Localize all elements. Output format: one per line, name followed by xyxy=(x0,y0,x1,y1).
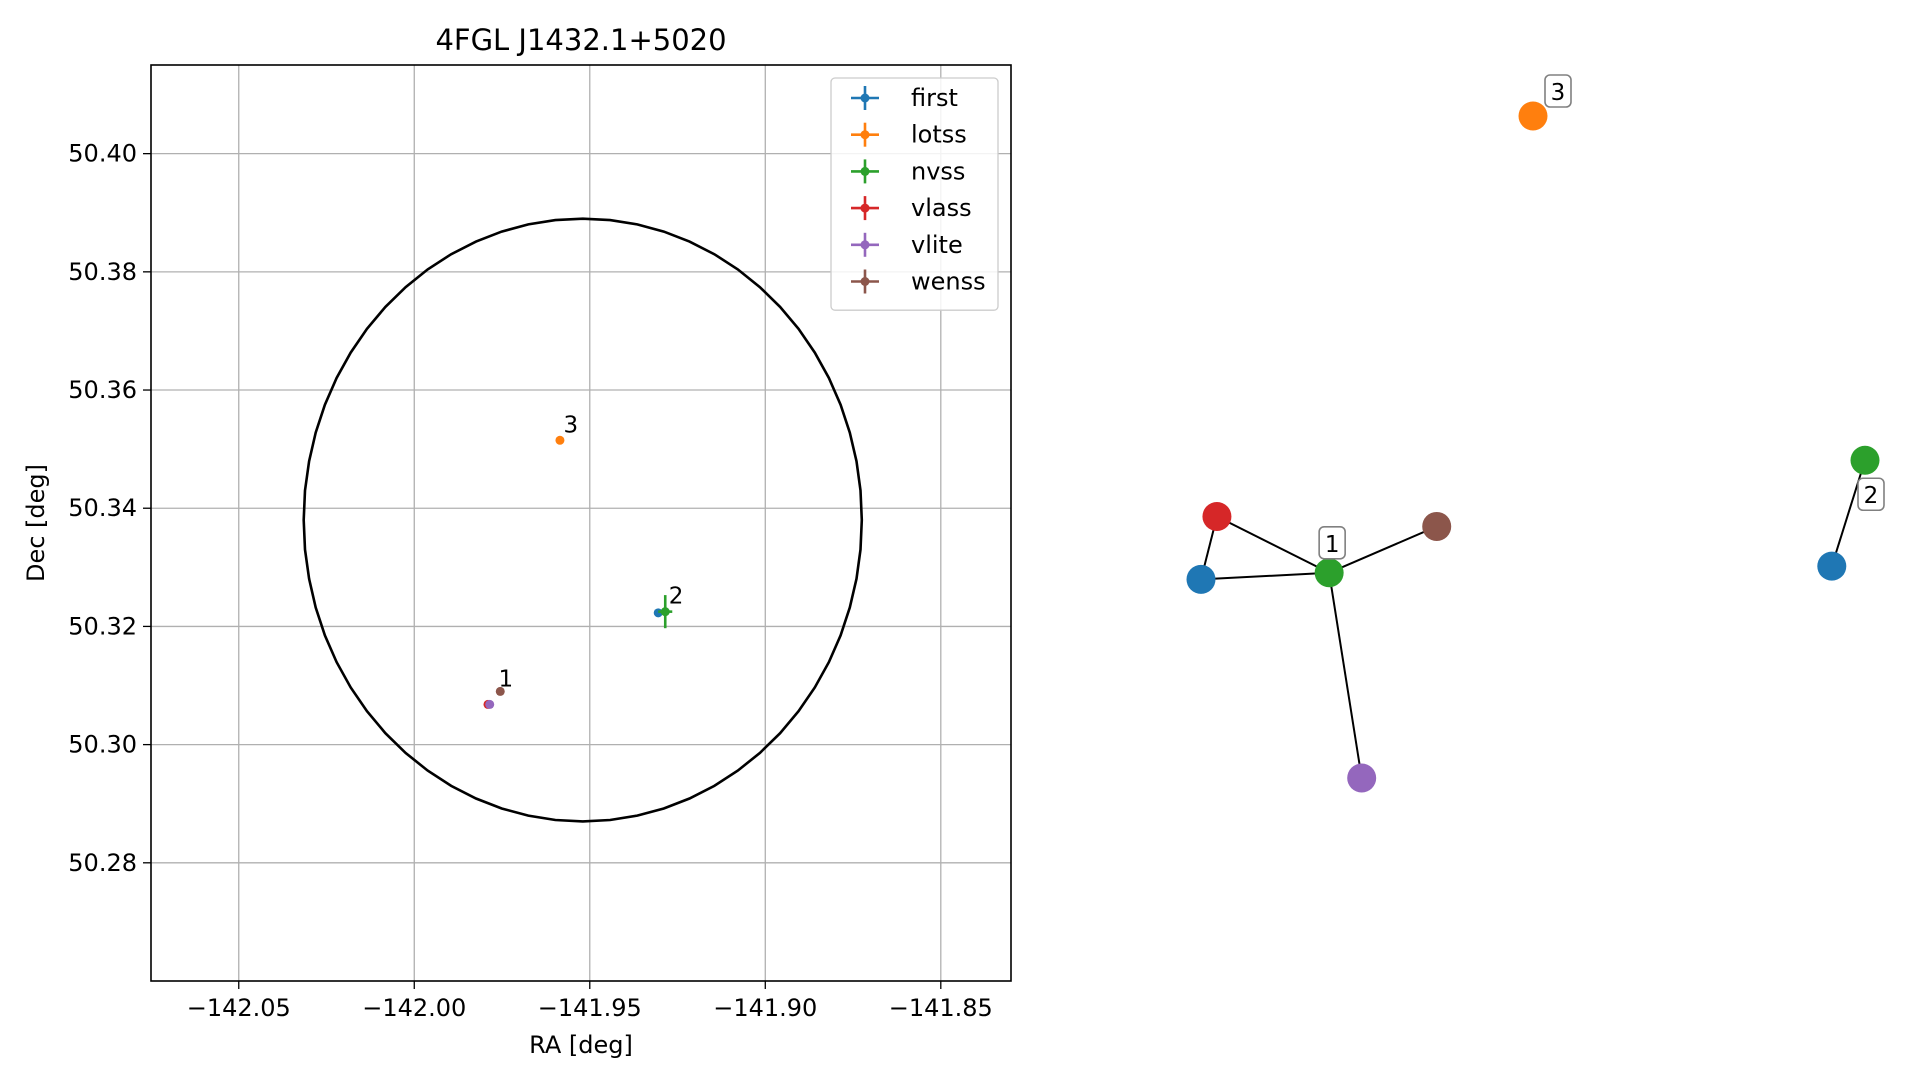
chart-title: 4FGL J1432.1+5020 xyxy=(435,23,726,57)
graph-node xyxy=(1314,558,1344,588)
sky-position-chart: −142.05 −142.00 −141.95 −141.90 −141.85 50.2… xyxy=(22,23,1012,1059)
nvss-point xyxy=(660,607,670,617)
y-tick-label: 50.30 xyxy=(68,731,137,759)
legend-entry-lotss: lotss xyxy=(911,121,967,149)
graph-edge xyxy=(1200,571,1330,581)
legend-entry-vlass: vlass xyxy=(911,194,972,222)
y-tick-label: 50.34 xyxy=(68,494,137,522)
legend-box xyxy=(830,77,999,311)
y-axis-label: Dec [deg] xyxy=(22,464,50,582)
x-axis-label: RA [deg] xyxy=(529,1031,633,1059)
graph-node xyxy=(1202,502,1232,532)
x-tick-label: −141.95 xyxy=(538,994,642,1022)
graph-node xyxy=(1518,101,1548,131)
legend-marker-dot xyxy=(860,240,870,250)
annotation-label: 1 xyxy=(499,666,514,692)
error-ellipse xyxy=(302,217,864,823)
graph-node xyxy=(1817,551,1847,581)
annotation-label: 2 xyxy=(669,584,684,610)
graph-node xyxy=(1422,511,1452,541)
data-points xyxy=(483,435,673,709)
graph-edge xyxy=(1328,525,1438,574)
y-tick-label: 50.40 xyxy=(68,140,137,168)
graph-edge xyxy=(1830,459,1866,567)
y-tick-label: 50.36 xyxy=(68,376,137,404)
graph-label-box xyxy=(1857,477,1885,512)
y-tick-label: 50.28 xyxy=(68,849,137,877)
legend-marker-dot xyxy=(860,93,870,103)
graph-edges xyxy=(1200,459,1866,779)
graph-label: 3 xyxy=(1551,80,1566,106)
y-tick-label: 50.38 xyxy=(68,258,137,286)
x-axis-ticks: −142.05 −142.00 −141.95 −141.90 −141.85 xyxy=(187,981,993,1022)
x-tick-label: −141.85 xyxy=(889,994,993,1022)
y-tick-label: 50.32 xyxy=(68,612,137,640)
legend-entry-first: first xyxy=(911,84,958,112)
graph-edge xyxy=(1216,515,1330,574)
y-axis-ticks: 50.28 50.30 50.32 50.34 50.36 50.38 50.40 xyxy=(68,140,151,877)
graph-node xyxy=(1347,763,1377,793)
graph-label: 2 xyxy=(1864,483,1879,509)
graph-label: 1 xyxy=(1325,532,1340,558)
graph-node xyxy=(1850,445,1880,475)
legend-entry-wenss: wenss xyxy=(911,268,986,296)
graph-label-box xyxy=(1318,525,1346,560)
annotation-label: 3 xyxy=(563,412,578,438)
legend-marker-dot xyxy=(860,277,870,286)
error-ellipse-layer xyxy=(302,217,864,823)
point-annotations: 1 2 3 xyxy=(499,412,684,692)
legend-marker-dot xyxy=(860,203,870,213)
graph-label-box xyxy=(1544,74,1572,108)
legend-entry-nvss: nvss xyxy=(911,157,965,185)
graph-edge xyxy=(1328,572,1363,779)
legend: first lotss nvss vlass vlite wenss xyxy=(830,77,999,311)
graph-node xyxy=(1186,564,1216,594)
association-graph: 1 2 3 xyxy=(1186,74,1885,793)
x-tick-label: −142.00 xyxy=(362,994,466,1022)
plot-frame xyxy=(150,64,1012,982)
wenss-point xyxy=(495,686,505,696)
graph-nodes xyxy=(1186,101,1880,793)
vlite-point xyxy=(485,699,495,709)
grid-lines xyxy=(151,65,1011,981)
graph-labels: 1 2 3 xyxy=(1318,74,1885,560)
x-tick-label: −141.90 xyxy=(713,994,817,1022)
legend-marker-dot xyxy=(860,130,870,140)
x-tick-label: −142.05 xyxy=(187,994,291,1022)
lotss-point xyxy=(555,435,565,445)
legend-marker-dot xyxy=(860,166,870,176)
legend-entry-vlite: vlite xyxy=(911,231,963,259)
